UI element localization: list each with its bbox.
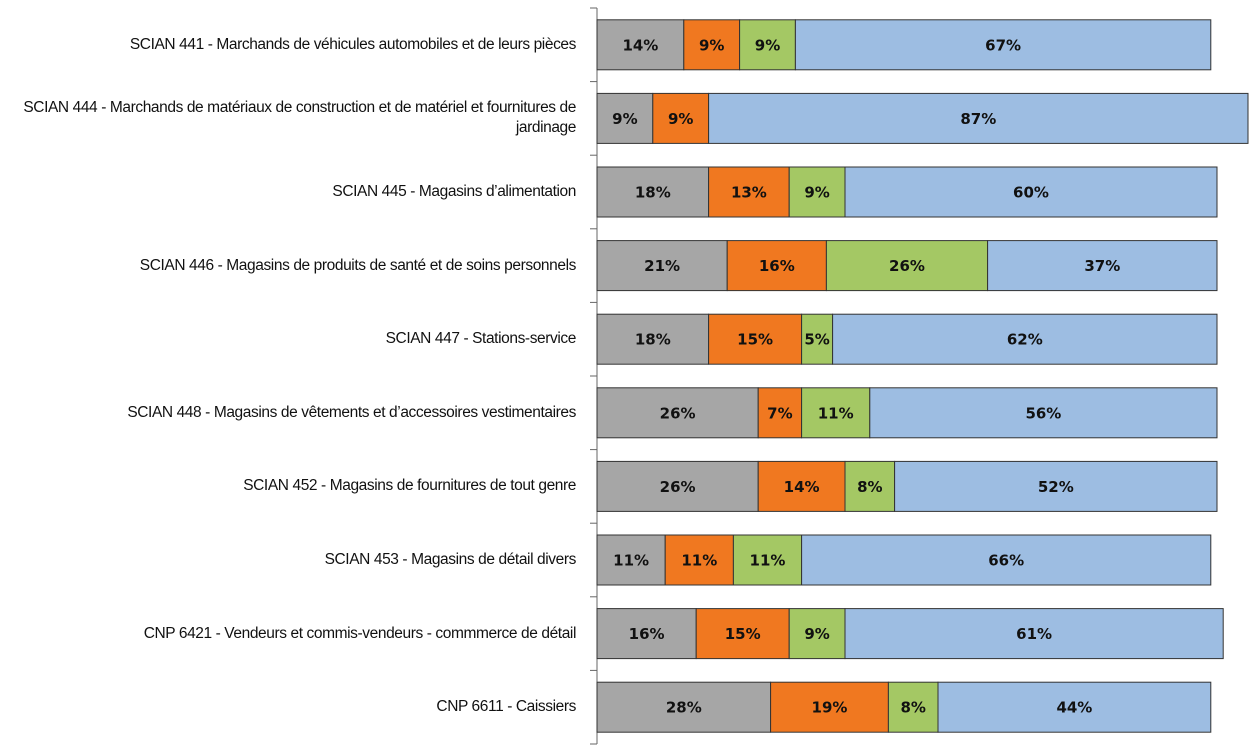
bar-segment: [708, 313, 803, 365]
value-label: 18%: [635, 331, 671, 349]
value-label: 62%: [1007, 331, 1043, 349]
category-label: SCIAN 452 - Magasins de fournitures de t…: [243, 477, 576, 495]
category-label: SCIAN 448 - Magasins de vêtements et d’a…: [127, 403, 576, 421]
value-label: 15%: [737, 331, 773, 349]
value-label: 56%: [1025, 404, 1061, 422]
bar-segment: [757, 460, 846, 512]
bar-segment: [788, 608, 846, 660]
value-label: 16%: [629, 625, 665, 643]
category-label: SCIAN 453 - Magasins de détail divers: [324, 551, 577, 568]
value-label: 87%: [960, 110, 996, 128]
value-label: 13%: [731, 184, 767, 202]
value-label: 67%: [985, 36, 1021, 54]
bar-segment: [726, 240, 827, 292]
bar-segment: [596, 387, 759, 439]
value-label: 11%: [613, 552, 649, 570]
bar-segment: [825, 240, 989, 292]
bar-segment: [596, 19, 685, 71]
category-label: CNP 6611 - Caissiers: [436, 698, 576, 716]
bar-segment: [937, 681, 1212, 733]
bar-segment: [844, 166, 1218, 218]
value-label: 66%: [988, 552, 1024, 570]
bar-segment: [708, 166, 790, 218]
value-label: 11%: [681, 552, 717, 570]
value-label: 37%: [1084, 257, 1120, 275]
bar-segment: [695, 608, 790, 660]
bar-segment: [832, 313, 1218, 365]
value-label: 44%: [1056, 699, 1092, 717]
value-label: 26%: [889, 257, 925, 275]
value-label: 21%: [644, 257, 680, 275]
value-label: 61%: [1016, 625, 1052, 643]
bar-segment: [794, 19, 1212, 71]
bar-segment: [757, 387, 803, 439]
bar-segment: [801, 387, 871, 439]
value-label: 8%: [857, 478, 882, 496]
value-label: 28%: [666, 699, 702, 717]
value-label: 60%: [1013, 184, 1049, 202]
value-label: 5%: [804, 331, 829, 349]
bar-segment: [708, 92, 1249, 144]
bar-segment: [596, 313, 710, 365]
value-label: 8%: [900, 699, 925, 717]
bar-segment: [801, 534, 1212, 586]
category-label: SCIAN 447 - Stations-service: [385, 330, 577, 348]
value-label: 11%: [750, 552, 786, 570]
value-label: 9%: [699, 36, 724, 54]
value-label: 9%: [804, 625, 829, 643]
value-label: 52%: [1038, 478, 1074, 496]
value-label: 7%: [767, 404, 792, 422]
bar-segment: [596, 534, 666, 586]
value-label: 26%: [660, 404, 696, 422]
value-label: 15%: [725, 625, 761, 643]
value-label: 19%: [812, 699, 848, 717]
value-label: 9%: [804, 184, 829, 202]
value-label: 9%: [612, 110, 637, 128]
value-label: 26%: [660, 478, 696, 496]
category-label: SCIAN 445 - Magasins d’alimentation: [332, 183, 576, 200]
value-label: 14%: [784, 478, 820, 496]
value-label: 9%: [755, 36, 780, 54]
bar-segment: [894, 460, 1218, 512]
bar-segment: [770, 681, 889, 733]
bar-segment: [844, 608, 1224, 660]
bar-segment: [664, 534, 734, 586]
bar-segment: [801, 313, 834, 365]
value-label: 16%: [759, 257, 795, 275]
bar-segment: [887, 681, 939, 733]
bar-segment: [987, 240, 1218, 292]
category-label: CNP 6421 - Vendeurs et commis-vendeurs -…: [143, 624, 577, 642]
value-label: 11%: [818, 404, 854, 422]
value-label: 14%: [622, 36, 658, 54]
bar-segment: [683, 19, 741, 71]
category-label: SCIAN 446 - Magasins de produits de sant…: [139, 256, 577, 274]
bar-segment: [788, 166, 846, 218]
value-label: 18%: [635, 184, 671, 202]
bar-segment: [869, 387, 1218, 439]
value-label: 9%: [668, 110, 693, 128]
category-label: SCIAN 444 - Marchands de matériaux de co…: [23, 99, 576, 137]
category-label: SCIAN 441 - Marchands de véhicules autom…: [129, 35, 577, 53]
